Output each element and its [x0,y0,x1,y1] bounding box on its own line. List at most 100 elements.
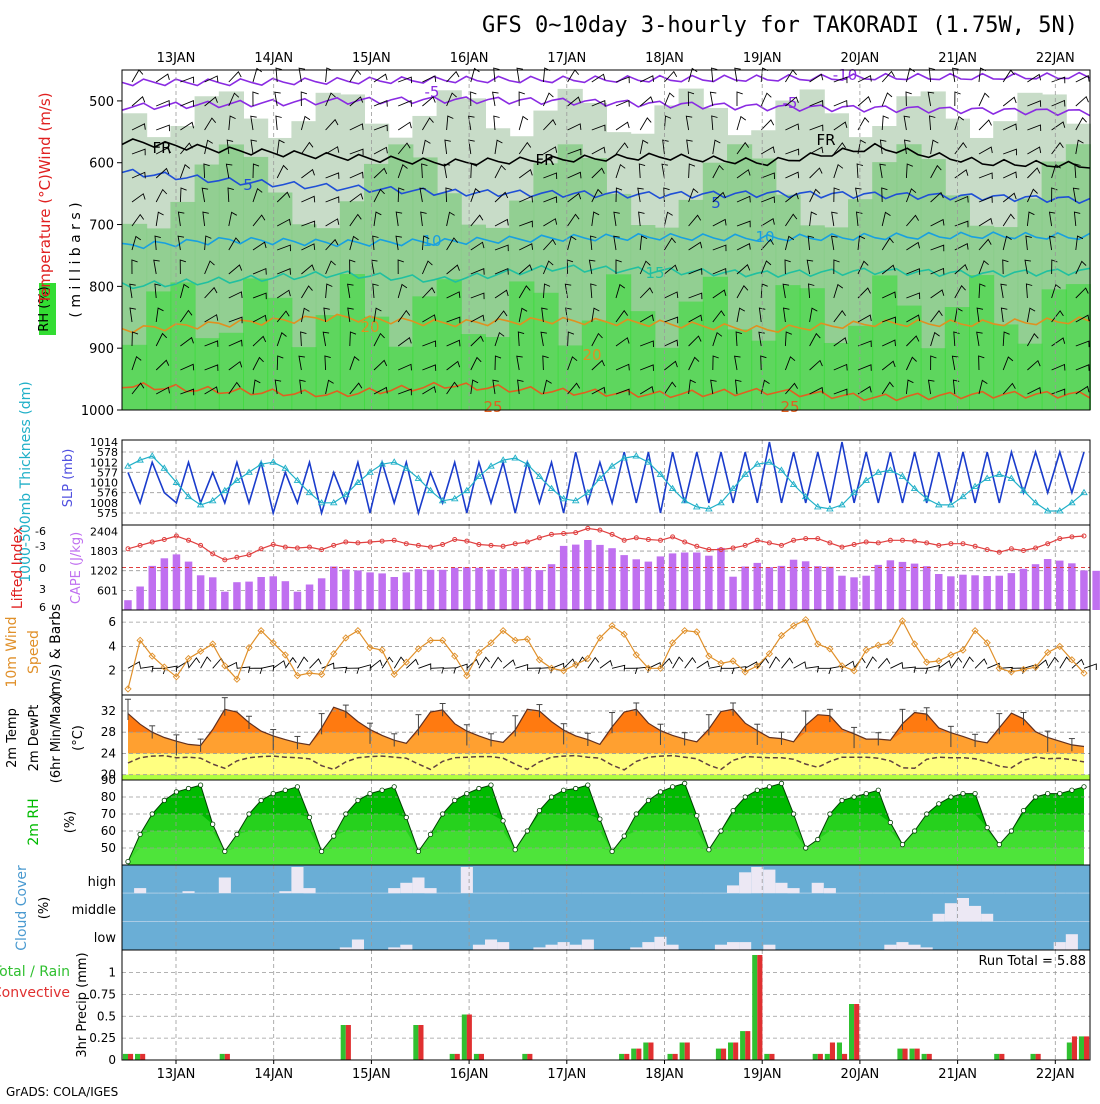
cloud-cover-bar [727,921,740,922]
cloud-cover-bar [485,921,498,922]
wind-barb [760,217,775,227]
cloud-cover-bar [823,921,836,922]
cloud-cover-bar [279,891,292,894]
cloud-cover-bar [642,942,655,950]
wind-barb [978,238,992,251]
wind-barb [615,187,623,203]
wind-barb [517,379,524,395]
wind-barb [155,307,164,323]
wind-barb [615,259,622,274]
wind-barb [494,191,509,203]
rh2m-point [633,811,639,817]
wind-barb [188,657,201,669]
thickness-tick-label: 576 [97,487,118,500]
wind-barb [276,164,289,179]
wind-barb [1051,76,1066,84]
cloud-cover-bar [424,921,437,922]
wind10m-line [127,618,1085,690]
precip-tick-label: 0.75 [89,987,116,1001]
wind10m-point [1007,668,1016,676]
wind10m-axis-label: (m/s) & Barbs [48,604,64,701]
temp-band-green [122,774,1090,780]
wind-barb [131,355,142,371]
lifted-index-axis-label: Lifted Index [10,527,26,609]
cloud-cover-bar [569,892,582,894]
thickness-point [426,486,435,494]
wind-barb [446,264,460,275]
wind-barb [761,196,775,203]
thickness-point [983,474,991,481]
wind-barb [807,235,815,251]
lifted-index-point [210,551,216,557]
wind-barb [322,331,330,347]
wind-barb [736,91,743,106]
wind-barb [470,314,485,323]
lifted-index-point [996,549,1002,555]
lifted-index-point [536,535,542,541]
wind-barb [300,115,311,131]
temperature-wind-axis-label: Temperature (°C)Wind (m/s) [36,92,54,304]
cloud-cover-bar [618,921,631,922]
thickness-point [535,472,544,479]
wind-barb [648,662,662,669]
wind-barb [1003,123,1017,131]
isotherm-line [121,71,1091,87]
lifted-index-point [222,557,228,563]
rh-band-dark [485,337,511,410]
wind-barb [833,363,848,371]
precip-total-bar [219,1053,225,1060]
cape-bar [499,568,507,610]
wind-barb [930,218,945,227]
lifted-index-point [887,537,893,543]
wind-barb [567,331,575,347]
wind10m-point [305,669,314,677]
rh2m-point [234,831,240,838]
cloud-cover-axis-label: Cloud Cover [14,865,30,951]
wind-barb [758,307,766,323]
wind-barb [177,235,185,251]
wind-barb [928,67,936,83]
wind-barb [204,340,219,347]
wind-barb [712,164,724,179]
rh-band-dark [267,297,293,410]
precip-convective-bar [624,1053,630,1060]
wind-barb [855,187,862,203]
thickness-point [463,486,471,494]
rh2m-point [682,780,688,787]
cloud-cover-bar [860,921,873,922]
wind-barb [976,307,984,323]
wind10m-point [814,640,822,648]
wind-barb [639,117,652,131]
cloud-cover-bar [920,892,933,894]
wind10m-point [499,627,507,635]
cloud-cover-bar [751,921,764,922]
wind-barb [252,292,267,300]
wind-barb [252,187,263,203]
wind-barb [155,359,170,371]
cloud-cover-bar [122,921,135,922]
wind-barb [284,656,297,669]
rh2m-point [766,784,773,790]
wind10m-point [354,627,362,635]
wind-barb [494,164,506,179]
wind-barb [664,291,679,299]
cloud-cover-bar [1078,921,1091,922]
wind-barb [542,379,552,395]
rh2m-point [270,790,276,797]
lifted-index-point [718,547,724,553]
cape-bar [765,567,774,610]
cloud-cover-bar [787,921,800,922]
wind-barb [1048,211,1056,227]
wind10m-point [293,671,302,680]
rh2m-point [222,848,228,855]
wind-barb [397,121,412,131]
wind-barb [906,268,921,275]
cloud-cover-bar [848,892,861,894]
wind-barb [785,171,800,179]
wind-barb [180,309,193,323]
wind-barb [1002,259,1009,275]
cape-bar [741,566,749,610]
wind10m-point [789,622,798,630]
rh2m-point [536,807,543,814]
